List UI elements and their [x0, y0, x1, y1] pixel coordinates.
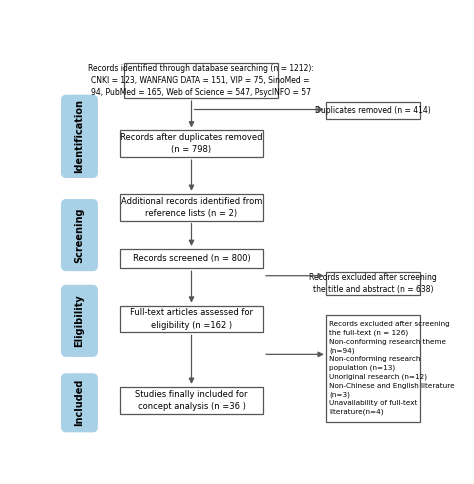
- FancyBboxPatch shape: [62, 200, 97, 271]
- FancyBboxPatch shape: [327, 316, 420, 422]
- FancyBboxPatch shape: [327, 272, 420, 295]
- FancyBboxPatch shape: [120, 305, 263, 333]
- Text: Records after duplicates removed
(n = 798): Records after duplicates removed (n = 79…: [120, 133, 263, 154]
- FancyBboxPatch shape: [120, 387, 263, 414]
- Text: Duplicates removed (n = 414): Duplicates removed (n = 414): [316, 106, 431, 115]
- FancyBboxPatch shape: [120, 194, 263, 221]
- Text: Studies finally included for
concept analysis (n =36 ): Studies finally included for concept ana…: [135, 390, 248, 411]
- Text: Records excluded after screening
the title and abstract (n = 638): Records excluded after screening the tit…: [310, 273, 437, 294]
- FancyBboxPatch shape: [62, 95, 97, 177]
- Text: Screening: Screening: [74, 207, 84, 263]
- Text: Additional records identified from
reference lists (n = 2): Additional records identified from refer…: [121, 197, 262, 218]
- Text: Included: Included: [74, 379, 84, 426]
- Text: Records screened (n = 800): Records screened (n = 800): [133, 254, 250, 263]
- FancyBboxPatch shape: [327, 102, 420, 119]
- Text: Identification: Identification: [74, 99, 84, 173]
- FancyBboxPatch shape: [120, 130, 263, 157]
- Text: Eligibility: Eligibility: [74, 294, 84, 347]
- FancyBboxPatch shape: [62, 286, 97, 356]
- Text: Records excluded after screening
the full-text (n = 126)
Non-conforming research: Records excluded after screening the ful…: [329, 321, 455, 415]
- FancyBboxPatch shape: [124, 63, 278, 98]
- FancyBboxPatch shape: [120, 249, 263, 268]
- Text: Records identified through database searching (n = 1212):
CNKI = 123, WANFANG DA: Records identified through database sear…: [88, 64, 314, 97]
- FancyBboxPatch shape: [62, 374, 97, 432]
- Text: Full-text articles assessed for
eligibility (n =162 ): Full-text articles assessed for eligibil…: [130, 308, 253, 330]
